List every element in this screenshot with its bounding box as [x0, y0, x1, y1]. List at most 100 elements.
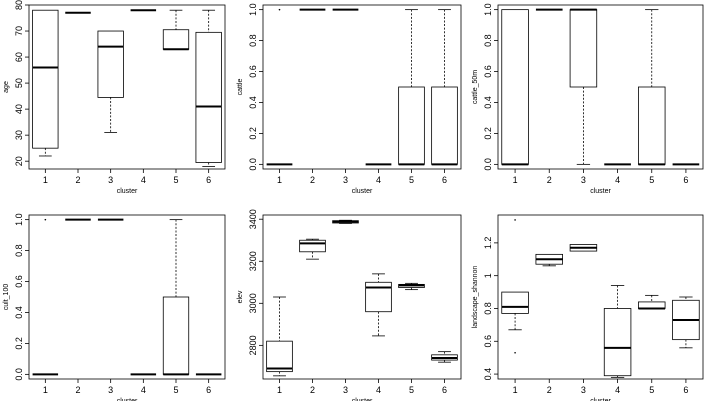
y-tick-label: 3400: [248, 209, 258, 229]
y-tick-label: 0.0: [483, 158, 493, 171]
box-iqr: [162, 29, 190, 50]
x-tick-label: 6: [683, 385, 688, 395]
box-cluster-2: [299, 238, 326, 260]
panel-elev: 2800 3000 3200 3400 1 2 3 4 5 6 cluster elev: [237, 209, 462, 401]
x-tick-label: 4: [376, 385, 381, 395]
y-tick-label: 0.6: [483, 65, 493, 78]
box-cluster-3: [569, 8, 598, 165]
plot-frame: [28, 4, 226, 170]
plot-frame: [262, 214, 462, 380]
y-tick-label: 0.8: [483, 34, 493, 47]
x-tick-label: 3: [108, 175, 113, 185]
y-tick-label: 1.2: [483, 237, 493, 250]
x-tick-label: 4: [141, 385, 146, 395]
x-tick-label: 3: [581, 175, 586, 185]
y-tick-label: 0.2: [14, 337, 24, 350]
box-iqr: [398, 86, 425, 165]
x-tick-label: 2: [547, 175, 552, 185]
x-axis-label: cluster: [352, 188, 373, 195]
box-iqr: [638, 86, 666, 165]
x-tick-label: 5: [173, 175, 178, 185]
box-cluster-4: [365, 273, 392, 337]
x-tick-label: 3: [581, 385, 586, 395]
plot-frame: [28, 214, 226, 380]
y-axis-label: age: [3, 81, 10, 93]
panel-cattle: 0.0 0.2 0.4 0.6 0.8 1.0 1 2 3 4 5 6 cluster cattle: [237, 3, 462, 195]
x-tick-label: 2: [75, 385, 80, 395]
box-cluster-3: [569, 244, 598, 252]
x-tick-label: 3: [343, 175, 348, 185]
x-tick-label: 4: [376, 175, 381, 185]
y-axis-label: elev: [237, 290, 244, 303]
x-tick-label: 1: [277, 385, 282, 395]
outlier-point: [514, 351, 516, 354]
x-tick-label: 1: [513, 385, 518, 395]
x-tick-label: 4: [615, 385, 620, 395]
y-tick-label: 1.0: [14, 213, 24, 226]
box-cluster-5: [162, 9, 190, 51]
panel-landscape_shannon: 0.4 0.6 0.8 1 1.2 1 2 3 4 5 6 cluster landscape_shan…: [472, 214, 704, 401]
x-tick-label: 1: [43, 385, 48, 395]
box-iqr: [162, 296, 190, 375]
x-tick-label: 4: [141, 175, 146, 185]
box-iqr: [603, 308, 632, 377]
box-cluster-6: [672, 296, 700, 349]
x-tick-label: 2: [75, 175, 80, 185]
y-tick-label: 30: [14, 130, 24, 140]
y-tick-label: 0.8: [248, 34, 258, 47]
box-iqr: [266, 340, 293, 373]
y-tick-label: 1.0: [483, 3, 493, 16]
box-iqr: [569, 9, 598, 88]
y-tick-label: 0.4: [248, 96, 258, 109]
y-tick-label: 0.4: [14, 306, 24, 319]
y-tick-label: 50: [14, 78, 24, 88]
box-iqr: [431, 86, 458, 165]
y-tick-label: 3200: [248, 251, 258, 271]
x-tick-label: 2: [547, 385, 552, 395]
x-axis-label: cluster: [117, 398, 138, 401]
x-axis-label: cluster: [117, 188, 138, 195]
box-iqr: [501, 9, 529, 165]
x-tick-label: 5: [409, 385, 414, 395]
y-tick-label: 60: [14, 52, 24, 62]
y-tick-label: 0.8: [14, 244, 24, 257]
y-tick-label: 0.6: [248, 65, 258, 78]
box-iqr: [501, 291, 529, 314]
x-tick-label: 6: [442, 385, 447, 395]
panel-cult_100: 0.0 0.2 0.4 0.6 0.8 1.0 1 2 3 4 5 6 cluster cult_100: [3, 213, 226, 401]
y-tick-label: 2800: [248, 335, 258, 355]
y-axis-label: cattle_50m: [472, 70, 479, 104]
y-tick-label: 0.8: [483, 302, 493, 315]
x-tick-label: 6: [206, 385, 211, 395]
box-cluster-1: [32, 9, 59, 157]
y-tick-label: 3000: [248, 293, 258, 313]
y-tick-label: 0.2: [483, 127, 493, 140]
x-tick-label: 5: [409, 175, 414, 185]
y-tick-label: 1.0: [248, 3, 258, 16]
x-tick-label: 4: [615, 175, 620, 185]
box-cluster-4: [603, 285, 632, 378]
box-cluster-5: [638, 294, 666, 310]
x-tick-label: 5: [173, 385, 178, 395]
y-tick-label: 0.0: [248, 158, 258, 171]
box-cluster-5: [398, 9, 425, 166]
y-tick-label: 80: [14, 0, 24, 10]
box-cluster-1: [266, 296, 293, 377]
box-cluster-5: [162, 219, 190, 376]
y-tick-label: 70: [14, 26, 24, 36]
y-tick-label: 0.4: [483, 96, 493, 109]
outlier-point: [514, 219, 516, 221]
y-tick-label: 40: [14, 104, 24, 114]
y-axis-label: cult_100: [3, 284, 10, 311]
x-tick-label: 6: [206, 175, 211, 185]
y-tick-label: 0.0: [14, 368, 24, 381]
x-tick-label: 1: [513, 175, 518, 185]
outlier-point: [44, 218, 47, 221]
box-cluster-6: [431, 9, 458, 166]
box-cluster-1: [501, 9, 529, 166]
x-axis-label: cluster: [590, 398, 611, 401]
y-tick-label: 0.4: [483, 368, 493, 381]
box-cluster-6: [195, 9, 222, 167]
y-tick-label: 20: [14, 156, 24, 166]
